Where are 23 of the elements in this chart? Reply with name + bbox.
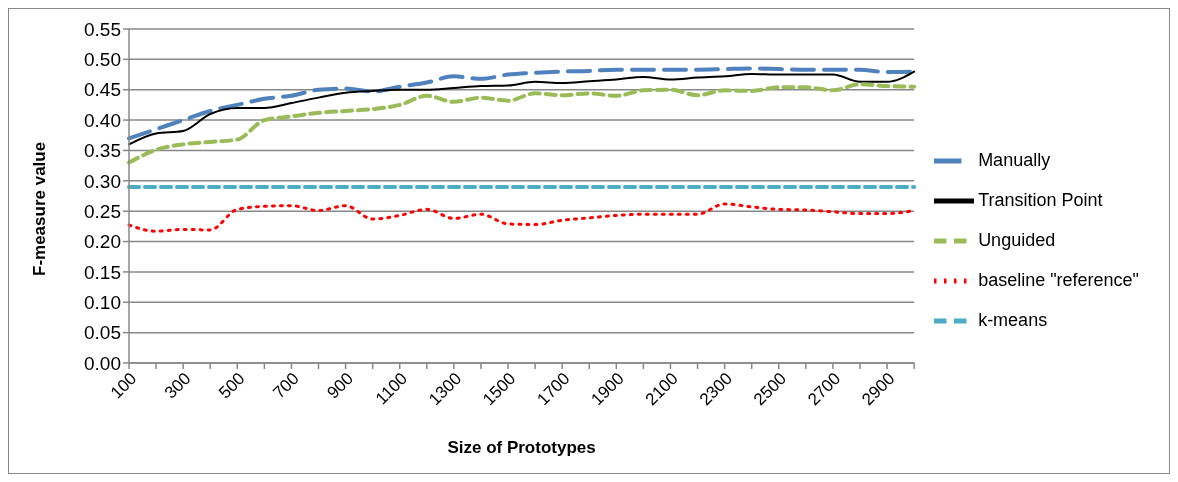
y-axis-title: F-measure value	[30, 141, 50, 276]
x-tick-label: 300	[161, 368, 195, 403]
legend-label: Unguided	[978, 229, 1056, 250]
y-tick-label: 0.10	[84, 292, 121, 314]
x-tick-label: 700	[269, 368, 303, 403]
x-tick-label: 900	[323, 368, 357, 403]
x-axis-title: Size of Prototypes	[447, 438, 596, 457]
y-tick-label: 0.25	[84, 200, 121, 222]
y-tick-label: 0.55	[84, 18, 121, 40]
y-tick-label: 0.50	[84, 49, 121, 71]
y-tick-label: 0.20	[84, 231, 121, 253]
y-tick-label: 0.45	[84, 79, 121, 101]
y-tick-label: 0.15	[84, 261, 121, 283]
y-tick-label: 0.40	[84, 109, 121, 131]
y-tick-label: 0.30	[84, 170, 121, 192]
legend-label: Transition Point	[978, 189, 1103, 210]
legend-label: Manually	[978, 149, 1051, 170]
y-tick-label: 0.05	[84, 322, 121, 344]
legend-label: baseline "reference"	[978, 269, 1139, 290]
y-tick-label: 0.00	[84, 352, 121, 374]
x-tick-label: 500	[215, 368, 249, 403]
y-tick-label: 0.35	[84, 140, 121, 162]
legend-label: k-means	[978, 309, 1048, 330]
